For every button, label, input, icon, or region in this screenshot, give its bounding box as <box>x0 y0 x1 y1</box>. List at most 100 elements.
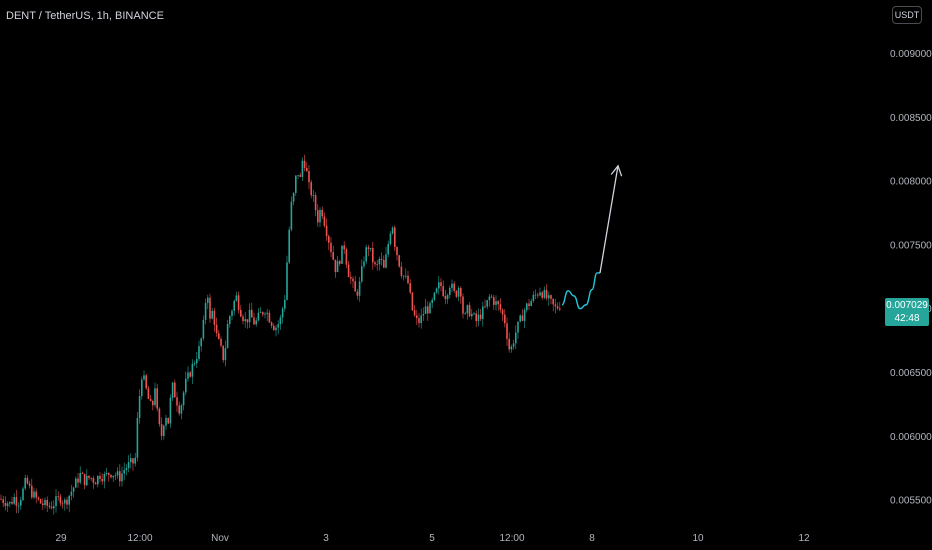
price-tick-label: 0.008000 <box>890 177 932 188</box>
candle-body <box>154 388 156 406</box>
candle-body <box>68 495 70 505</box>
candle-body <box>545 289 548 299</box>
candle-body <box>281 308 284 318</box>
candle-body <box>332 252 334 260</box>
candle-body <box>72 487 75 492</box>
candle-body <box>466 305 469 314</box>
candle-body <box>31 485 33 498</box>
currency-badge[interactable]: USDT <box>892 6 922 24</box>
candle-body <box>519 315 521 322</box>
candle-body <box>301 160 304 177</box>
candle-body <box>165 417 167 426</box>
candle-body <box>523 310 526 321</box>
candle-body <box>528 303 530 307</box>
candle-body <box>147 388 150 399</box>
candle-body <box>484 306 486 308</box>
candle-body <box>383 259 385 268</box>
candle-body <box>152 401 154 406</box>
candle-body <box>308 171 310 183</box>
candle-body <box>490 296 493 298</box>
candle-body <box>242 316 244 322</box>
candle-body <box>416 315 418 319</box>
candle-body <box>530 300 532 307</box>
candle-body <box>213 310 216 325</box>
candle-body <box>66 499 68 505</box>
candle-body <box>534 294 537 296</box>
candle-body <box>429 303 431 314</box>
candle-body <box>345 249 348 265</box>
candle-body <box>33 491 35 498</box>
symbol-title: DENT / TetherUS, 1h, BINANCE <box>6 10 164 22</box>
candle-body <box>156 388 158 409</box>
candle-body <box>292 192 295 202</box>
candle-body <box>255 320 257 325</box>
candle-body <box>125 468 128 471</box>
target-arrow[interactable] <box>599 164 623 274</box>
candle-body <box>222 345 224 361</box>
candle-body <box>55 496 57 507</box>
candle-body <box>57 496 59 497</box>
candle-body <box>495 301 497 305</box>
candle-body <box>35 491 37 498</box>
candle-body <box>187 372 189 379</box>
candle-body <box>6 503 9 506</box>
candle-body <box>180 405 183 414</box>
price-tick-label: 0.006500 <box>890 368 932 379</box>
candle-body <box>295 175 297 193</box>
candle-body <box>251 309 253 318</box>
candle-body <box>169 397 172 424</box>
candle-body <box>143 375 145 380</box>
candle-body <box>207 297 209 303</box>
candle-body <box>171 382 174 398</box>
candle-body <box>211 310 213 319</box>
candle-body <box>134 457 136 464</box>
candle-body <box>4 503 7 506</box>
arrow-head <box>610 164 623 177</box>
arrow-line <box>599 165 619 274</box>
candle-body <box>550 295 552 299</box>
candle-body <box>479 314 482 319</box>
candle-body <box>356 291 359 296</box>
candle-body <box>204 302 207 320</box>
candle-body <box>554 304 557 307</box>
candle-body <box>435 288 438 293</box>
price-tick-label: 0.006000 <box>890 432 932 443</box>
candle-body <box>541 292 543 298</box>
time-tick-label: 5 <box>429 533 435 544</box>
candle-body <box>427 306 429 314</box>
candle-body <box>422 313 425 316</box>
candle-body <box>539 292 541 296</box>
candle-body <box>290 201 293 230</box>
projection-curve[interactable] <box>561 272 600 310</box>
candle-body <box>548 295 550 299</box>
candle-body <box>279 317 282 325</box>
candle-body <box>517 321 519 333</box>
candle-body <box>552 298 554 305</box>
candle-body <box>488 296 491 301</box>
candle-body <box>200 338 202 347</box>
candle-body <box>264 313 266 315</box>
candle-body <box>339 261 341 264</box>
candle-body <box>497 301 499 305</box>
candle-body <box>402 275 405 277</box>
candle-body <box>347 264 350 278</box>
candle-body <box>209 297 211 319</box>
candle-body <box>130 458 132 463</box>
candle-body <box>83 473 86 486</box>
candle-body <box>451 283 453 289</box>
candle-body <box>20 499 22 506</box>
candle-body <box>510 346 513 350</box>
candle-body <box>218 333 220 339</box>
candle-body <box>468 305 471 317</box>
candle-body <box>229 316 231 324</box>
candle-body <box>79 472 81 483</box>
candle-body <box>198 346 200 360</box>
candle-body <box>70 491 73 496</box>
candle-body <box>411 292 414 311</box>
candle-body <box>105 472 108 475</box>
time-axis[interactable]: 29 12:00 Nov 3 5 12:00 8 10 12 <box>55 533 810 544</box>
price-axis[interactable]: 0.0090000.0085000.0080000.0075000.007000… <box>890 49 932 506</box>
candle-body <box>248 309 251 323</box>
candle-body <box>233 300 235 311</box>
